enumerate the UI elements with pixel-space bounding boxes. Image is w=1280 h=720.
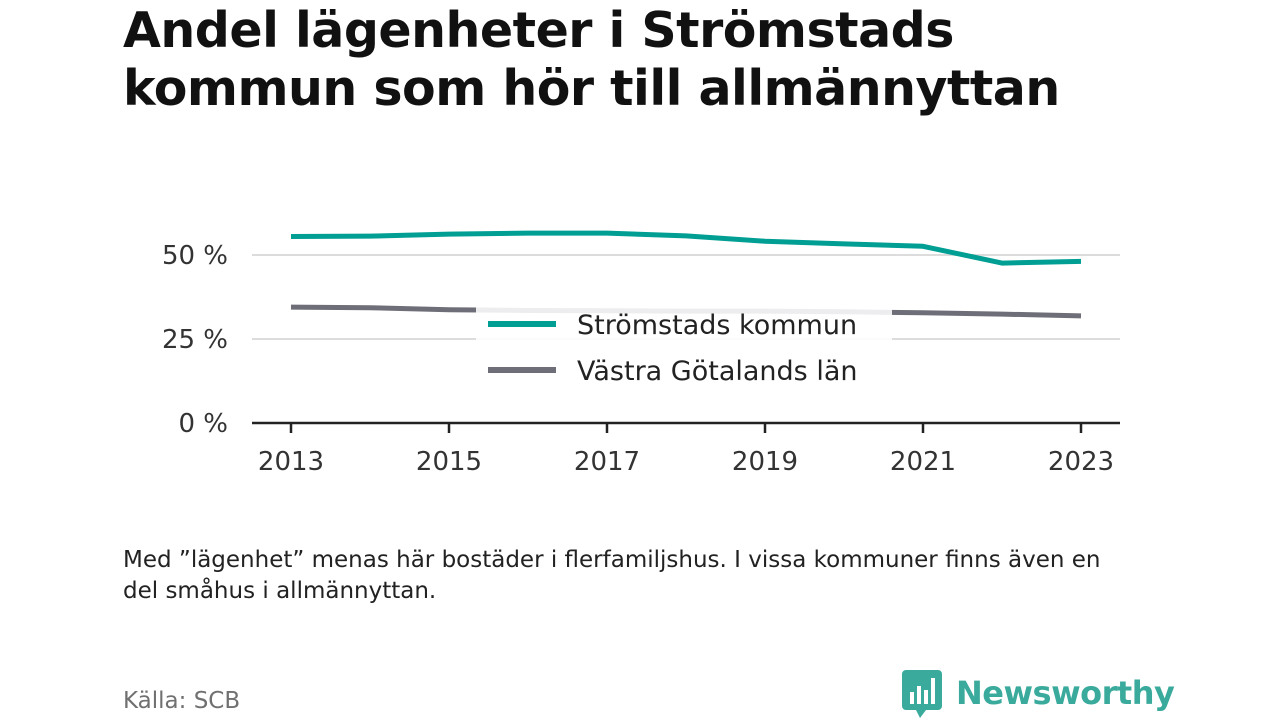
chart-title: Andel lägenheter i Strömstads kommun som… (123, 2, 1060, 117)
x-tick-label: 2015 (416, 447, 482, 477)
y-tick-label: 0 % (178, 409, 228, 439)
brand-name: Newsworthy (956, 674, 1175, 712)
source-label: Källa: SCB (123, 688, 241, 714)
line-chart: 2013 2015 2017 2019 2021 2023 0 % 25 % 50 % Str… (162, 230, 1120, 477)
y-tick-label: 50 % (162, 241, 228, 271)
x-tick-label: 2013 (258, 447, 324, 477)
series-line-0 (290, 230, 1082, 266)
x-tick-label: 2019 (732, 447, 798, 477)
newsworthy-logo-icon (902, 670, 942, 718)
legend-background (476, 303, 892, 395)
x-tick-label: 2017 (574, 447, 640, 477)
x-tick-label: 2023 (1048, 447, 1114, 477)
y-axis-ticks: 0 % 25 % 50 % (162, 241, 228, 439)
y-tick-label: 25 % (162, 325, 228, 355)
x-tick-label: 2021 (890, 447, 956, 477)
legend: Strömstads kommun Västra Götalands län (476, 303, 892, 395)
chart-note: Med ”lägenhet” menas här bostäder i fler… (123, 547, 1101, 604)
brand-logo: Newsworthy (902, 668, 1175, 718)
x-axis: 2013 2015 2017 2019 2021 2023 (252, 421, 1120, 477)
legend-label: Västra Götalands län (577, 356, 857, 387)
legend-label: Strömstads kommun (577, 310, 857, 341)
